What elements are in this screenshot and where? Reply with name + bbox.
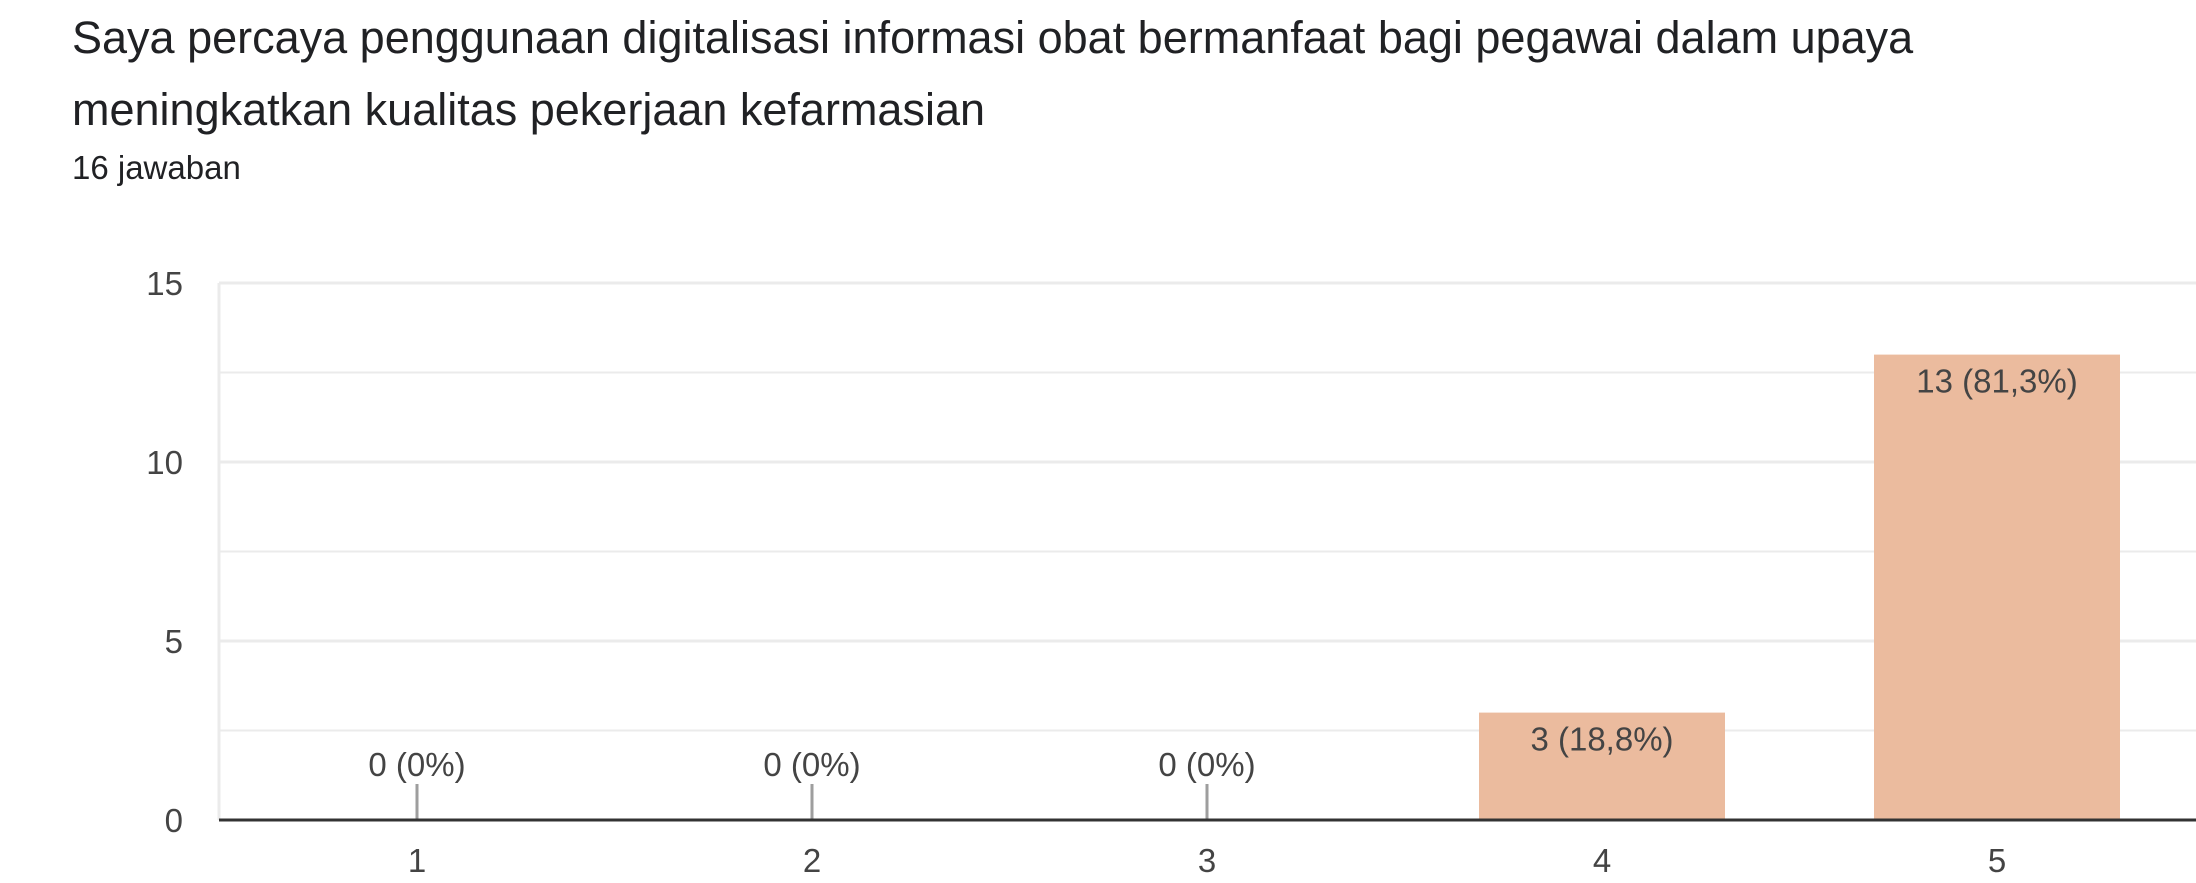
y-tick-label: 0	[165, 802, 183, 839]
x-tick-label: 3	[1198, 842, 1216, 879]
x-tick-label: 4	[1593, 842, 1611, 879]
question-title: Saya percaya penggunaan digitalisasi inf…	[72, 12, 1914, 135]
data-label: 13 (81,3%)	[1916, 363, 2077, 400]
bar	[1479, 712, 1725, 820]
y-tick-label: 10	[146, 444, 183, 481]
data-label: 0 (0%)	[763, 746, 860, 783]
bar	[1874, 354, 2120, 820]
data-label: 3 (18,8%)	[1530, 721, 1673, 758]
labels: 0 5 10 15 0 (0%) 1 0 (0%) 2 0 (0%) 3 3 (18,8%) 4 13 …	[146, 265, 2077, 879]
gridlines	[217, 281, 2196, 820]
x-tick-label: 5	[1988, 842, 2006, 879]
y-tick-label: 5	[165, 623, 183, 660]
x-tick-label: 2	[803, 842, 821, 879]
x-tick-label: 1	[408, 842, 426, 879]
response-count: 16 jawaban	[72, 149, 241, 186]
bars	[415, 354, 2120, 820]
y-tick-label: 15	[146, 265, 183, 302]
data-label: 0 (0%)	[1158, 746, 1255, 783]
data-label: 0 (0%)	[368, 746, 465, 783]
